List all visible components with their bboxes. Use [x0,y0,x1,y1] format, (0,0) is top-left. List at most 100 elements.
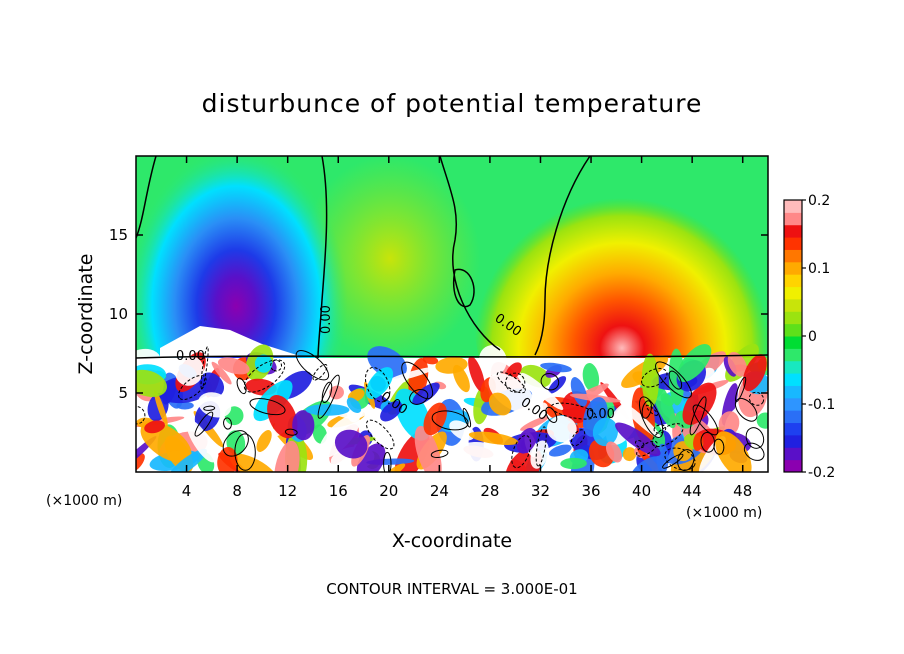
x-unit-left: (×1000 m) [46,493,122,509]
turbulent-contour [223,417,232,430]
turbulent-contour [383,451,392,472]
colorbar-swatch [784,397,802,411]
contour-label: 0.00 [586,407,615,422]
y-tick-label: 15 [109,226,128,244]
turbulent-contour [692,404,719,436]
turbulent-eddy [144,420,165,434]
turbulent-contour [677,449,695,472]
turbulent-eddy [229,453,278,472]
x-axis: 4 8 12 16 20 24 28 32 36 40 44 48 [182,156,752,500]
turbulent-contour [203,405,216,411]
colorbar-swatch [784,249,802,263]
colorbar-swatch [784,311,802,325]
contour-lines [136,156,768,359]
turbulent-eddy [346,397,362,414]
turbulent-eddy [367,346,407,379]
turbulent-eddy [449,420,475,441]
colorbar-swatch [784,459,802,473]
turbulent-eddy [629,456,664,472]
turbulent-contour [364,367,391,403]
colorbar-swatch [784,323,802,337]
colorbar-swatch [784,286,802,300]
turbulent-layer [136,343,768,472]
turbulent-contour [409,388,429,405]
x-tick-label: 40 [632,482,651,500]
turbulent-eddy [292,410,315,441]
turbulent-eddy [682,382,717,425]
turbulent-contour [200,346,209,390]
turbulent-eddy [516,428,537,454]
x-tick-label: 24 [430,482,449,500]
turbulent-eddy [569,393,621,403]
colorbar-swatch [784,237,802,250]
turbulent-contour [535,426,547,467]
y-axis: 5 10 15 [109,226,768,402]
turbulent-eddy [387,367,436,383]
colorbar-tick-label: 0.2 [808,193,830,209]
turbulent-eddy [488,373,535,413]
colorbar-swatch [784,336,802,349]
turbulent-contour [668,370,683,390]
turbulent-eddy [329,385,344,400]
turbulent-contour [651,423,684,448]
turbulent-eddy [468,431,519,445]
contour-interface [136,354,768,359]
turbulent-eddy [198,392,232,418]
turbulent-eddy [540,362,572,373]
plot-area: 0.00 0.00 0.00 0.00 0.00 0.00 [136,156,768,472]
turbulent-eddy [211,361,232,385]
turbulent-eddy [217,446,238,472]
turbulent-contour [570,429,586,447]
colorbar-tick-label: -0.1 [808,397,835,413]
turbulent-eddy [199,372,225,398]
turbulent-eddy [435,356,468,374]
turbulent-contour [655,361,692,399]
turbulent-eddy [478,345,507,376]
colorbar-swatch [784,434,802,448]
turbulent-eddy [422,355,439,365]
turbulent-eddy [520,372,564,410]
turbulent-contour [641,400,652,419]
turbulent-eddy [136,436,157,472]
turbulent-contour [136,405,146,425]
colorbar-swatch [784,200,802,213]
turbulent-eddy [256,430,272,452]
turbulent-contour [312,364,328,381]
colorbar-swatch [784,373,802,386]
colorbar-swatch [784,212,802,226]
turbulent-contour [284,428,298,436]
colorbar-tick-label: -0.2 [808,465,835,481]
colorbar-swatch [784,385,802,399]
turbulent-eddy [756,412,768,429]
turbulent-contour [249,398,286,416]
turbulent-eddy [488,392,512,416]
turbulent-eddy [217,357,250,375]
turbulent-eddy [536,402,548,414]
contour-center [439,156,501,351]
turbulent-eddy [267,394,298,439]
turbulent-eddy [380,400,403,422]
turbulent-eddy [455,441,509,471]
turbulent-eddy [520,416,549,431]
turbulent-eddy [742,354,767,392]
colorbar-swatch [784,422,802,436]
turbulent-contours [136,346,765,472]
x-tick-label: 36 [581,482,600,500]
x-unit-right: (×1000 m) [686,505,762,521]
turbulent-contour [222,430,249,457]
colorbar-swatch [784,447,802,461]
turbulent-eddy [530,440,549,469]
colorbar-swatch [784,261,802,275]
turbulent-contour [194,411,214,437]
turbulent-eddy [605,441,623,463]
turbulent-eddy [154,390,168,427]
contour-mid [317,156,328,359]
turbulent-contour [653,424,667,434]
colorbar-tick-label: 0.1 [808,261,830,277]
turbulent-contour [664,447,696,471]
turbulent-eddy [660,393,674,406]
turbulent-contour [295,350,330,381]
turbulent-contour [234,433,256,471]
chart-title: disturbunce of potential temperature [202,89,703,118]
turbulent-contour [743,442,765,461]
